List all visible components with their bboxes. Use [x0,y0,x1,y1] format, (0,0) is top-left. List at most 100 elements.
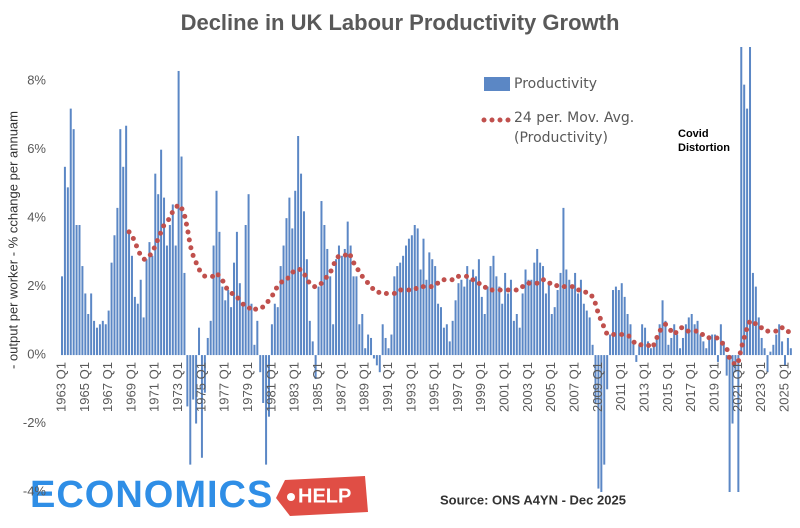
bar [524,269,527,356]
bar [536,248,539,356]
bar [437,303,440,356]
bar [104,324,107,356]
bar [107,310,110,356]
bar [521,293,524,356]
bar [265,355,268,465]
bar [262,355,265,403]
bar [130,255,133,356]
bar [509,279,512,356]
x-tick-label: 1989 Q1 [357,362,372,412]
bar [667,344,670,356]
bar [192,355,195,400]
bar [466,266,469,356]
bar [652,344,655,356]
source: Source: ONS A4YN - Dec 2025 [440,492,626,507]
x-tick-label: 1997 Q1 [450,362,465,412]
bar [673,324,676,356]
bar [250,303,253,356]
bar [518,327,521,356]
bar [332,324,335,356]
x-tick-label: 1985 Q1 [310,362,325,412]
bar [483,314,486,356]
bar [329,276,332,356]
bar [364,348,367,356]
bar [460,279,463,356]
bar [186,355,189,407]
x-tick-label: 1969 Q1 [123,362,138,412]
bar [705,348,708,356]
logo-text: ECONOMICS [30,474,273,516]
bar [746,108,749,356]
bar [477,259,480,356]
bar [553,307,556,356]
bar [372,355,375,359]
bar [393,276,396,356]
bar [498,286,501,356]
bar [253,344,256,356]
bar [544,293,547,356]
bar [337,245,340,356]
bar [617,290,620,356]
bar [203,355,206,393]
bar [139,279,142,356]
bar [174,245,177,356]
bar [670,337,673,356]
bar [233,262,236,356]
bar [122,166,125,356]
bar [66,187,69,356]
bar [597,355,600,489]
bar [495,276,498,356]
bar [527,279,530,356]
bar [212,245,215,356]
bar [644,327,647,356]
bar [737,355,740,492]
bar [428,252,431,356]
bar [781,341,784,356]
annotation: Distortion [678,142,730,154]
bar [346,221,349,356]
bar [469,279,472,356]
bar [270,324,273,356]
bar [743,84,746,356]
bar [326,248,329,356]
x-tick-label: 1987 Q1 [333,362,348,412]
bar [87,314,90,356]
bar [378,355,381,373]
bar [492,255,495,356]
bar [690,314,693,356]
bar [189,355,192,465]
x-tick-label: 2011 Q1 [613,362,628,411]
bar [282,245,285,356]
bar [623,296,626,356]
y-tick-label: 4% [27,210,46,225]
bar [370,337,373,356]
bar [148,242,151,356]
bar [574,272,577,356]
bar [649,348,652,356]
bar [679,348,682,356]
x-tick-label: 2009 Q1 [590,362,605,412]
bar [463,286,466,356]
bar [451,320,454,356]
x-tick-label: 2013 Q1 [637,362,652,412]
x-tick-label: 1993 Q1 [403,362,418,412]
bar [422,238,425,356]
x-tick-label: 1999 Q1 [473,362,488,412]
bar [317,286,320,356]
bar [658,324,661,356]
bar [390,334,393,356]
y-tick-label: 2% [27,278,46,293]
bar [728,355,731,492]
bar [291,228,294,356]
x-tick-label: 1995 Q1 [427,362,442,412]
bar [448,341,451,356]
bar [457,283,460,356]
bar [206,337,209,356]
bar [381,324,384,356]
x-tick-label: 1963 Q1 [53,362,68,412]
bar [165,245,168,356]
bar [113,235,116,356]
x-tick-label: 2001 Q1 [497,362,512,412]
bar [136,303,139,356]
